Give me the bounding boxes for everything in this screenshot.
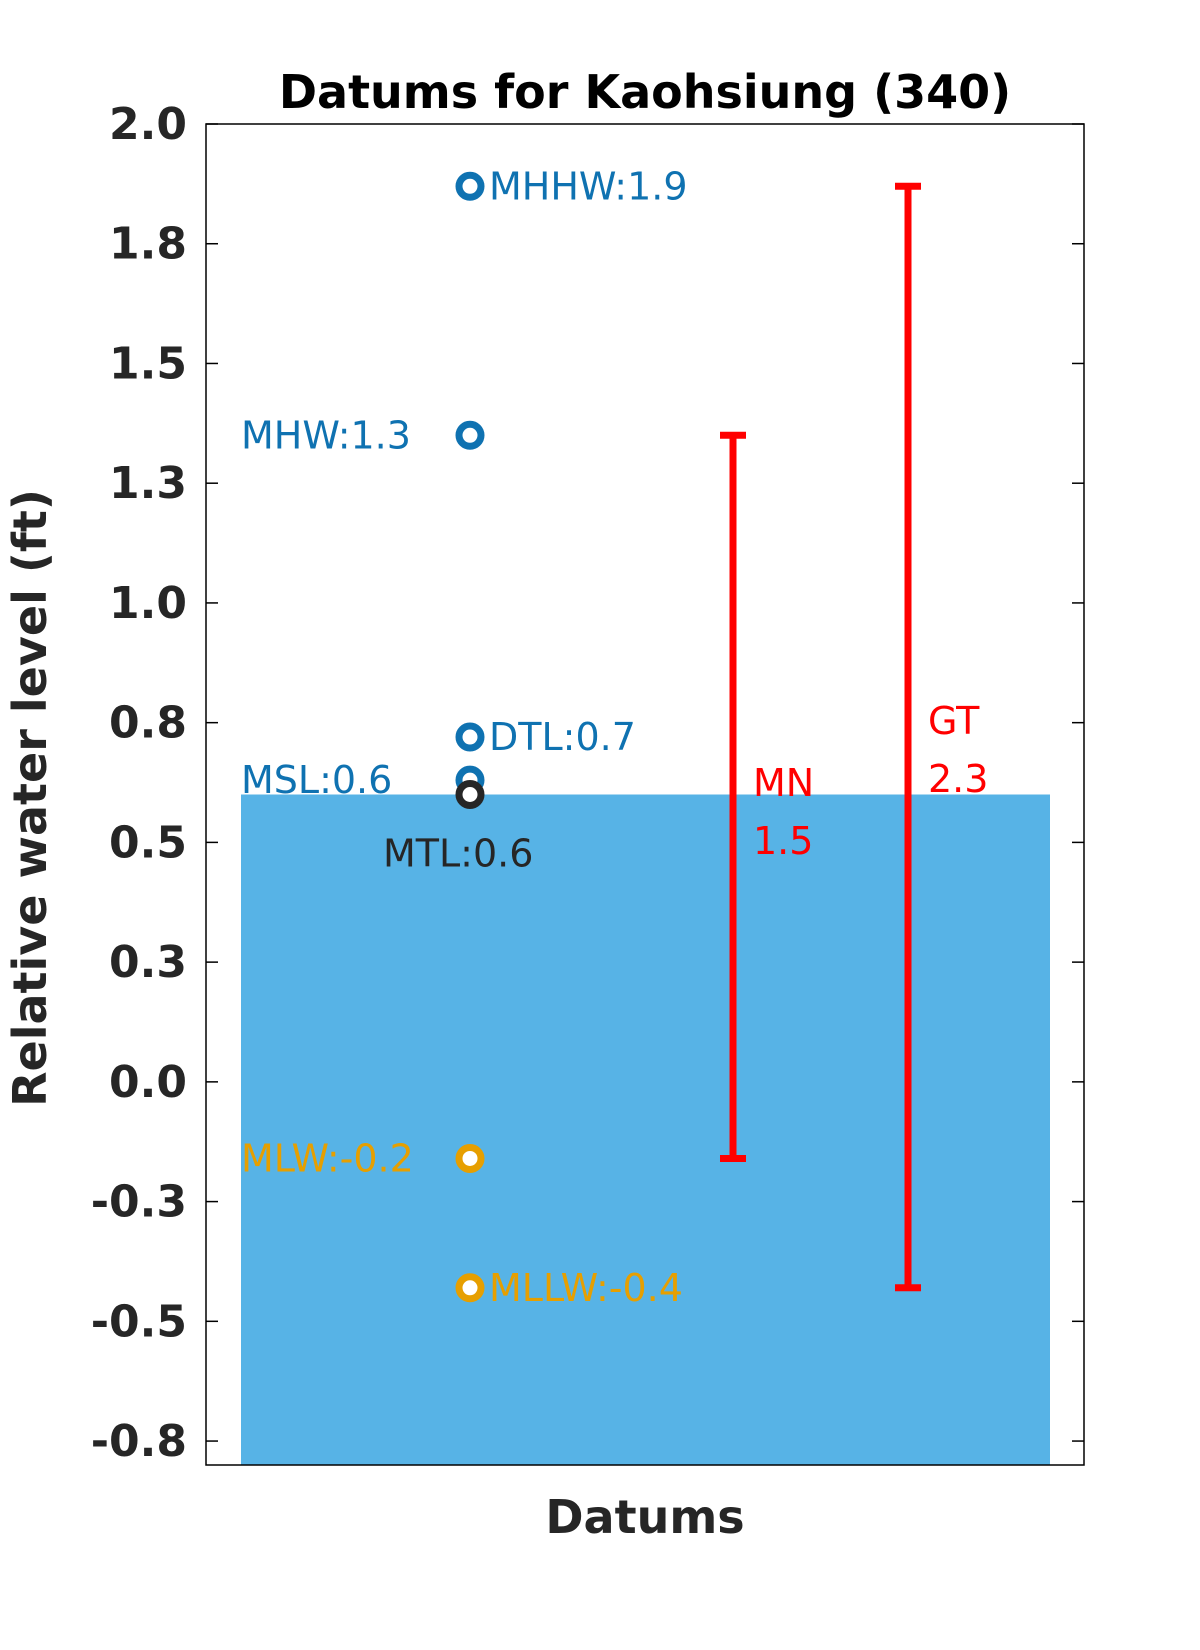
y-tick-label: 1.8 <box>109 219 187 270</box>
datum-label-mtl: MTL:0.6 <box>383 832 533 876</box>
datum-marker-mhw <box>455 420 485 450</box>
datum-label-mhhw: MHHW:1.9 <box>489 164 688 208</box>
datum-label-mlw: MLW:-0.2 <box>241 1136 414 1180</box>
range-value-gt: 2.3 <box>928 757 988 801</box>
plot-area: 2.0 1.8 1.5 1.3 1.0 0.8 0.5 0.3 0.0 -0.3 -0.5 -0.8 M… <box>91 99 1085 1467</box>
range-label-mn: MN <box>753 761 814 805</box>
y-axis-label: Relative water level (ft) <box>3 489 57 1107</box>
chart-title: Datums for Kaohsiung (340) <box>279 65 1011 119</box>
y-tick-label: 1.3 <box>109 458 187 509</box>
datum-label-msl: MSL:0.6 <box>241 758 392 802</box>
y-tick-label: -0.3 <box>91 1177 187 1228</box>
datum-marker-mlw <box>455 1143 485 1173</box>
plot-frame <box>205 123 1085 1466</box>
datum-marker-mhhw <box>455 171 485 201</box>
y-tick-label: 0.5 <box>109 817 187 868</box>
y-tick-label: 0.0 <box>109 1057 187 1108</box>
y-tick-label: 1.0 <box>109 578 187 629</box>
y-tick-label: 0.8 <box>109 698 187 749</box>
datum-label-dtl: DTL:0.7 <box>489 715 636 759</box>
range-label-gt: GT <box>928 699 980 743</box>
y-tick-label: 1.5 <box>109 338 187 389</box>
datum-marker-mtl <box>455 780 485 809</box>
x-axis-label: Datums <box>545 1490 744 1544</box>
datum-marker-mllw <box>455 1273 485 1303</box>
y-tick-label: -0.5 <box>91 1296 187 1347</box>
water-level-bar <box>241 794 1050 1465</box>
datum-label-mhw: MHW:1.3 <box>241 413 411 457</box>
datum-label-mllw: MLLW:-0.4 <box>489 1266 683 1310</box>
y-tick-label: 2.0 <box>109 99 187 150</box>
y-tick-label: -0.8 <box>91 1416 187 1467</box>
range-value-mn: 1.5 <box>753 819 813 863</box>
y-tick-label: 0.3 <box>109 937 187 988</box>
datum-marker-dtl <box>455 722 485 752</box>
